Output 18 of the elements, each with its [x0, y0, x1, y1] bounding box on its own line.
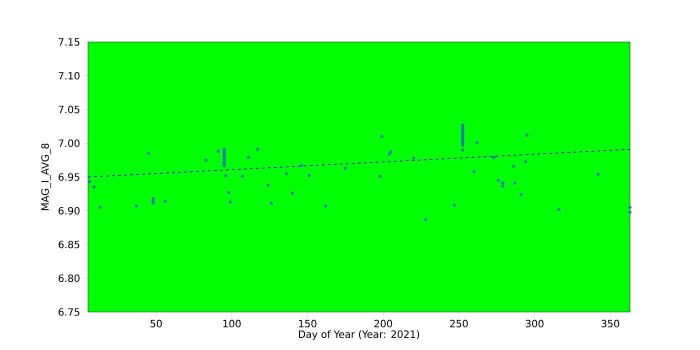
x-tick-label: 350	[602, 320, 620, 328]
x-tick-label: 50	[150, 320, 162, 328]
x-tick-label: 200	[374, 320, 392, 328]
x-tick-label: 300	[526, 320, 544, 328]
y-tick-label: 7.00	[58, 139, 80, 148]
y-tick-label: 6.90	[58, 206, 80, 215]
x-axis-title: Day of Year (Year: 2021)	[299, 330, 420, 340]
y-tick-label: 6.85	[58, 240, 80, 248]
y-tick-label: 7.10	[58, 72, 80, 80]
y-tick-label: 6.95	[58, 173, 80, 181]
y-tick-label: 7.15	[58, 38, 80, 46]
y-axis-title: MAG_I_AVG_8	[41, 144, 52, 210]
x-tick-label: 100	[223, 320, 241, 328]
x-tick-label: 150	[299, 320, 316, 328]
y-tick-label: 6.80	[58, 274, 80, 282]
y-tick-label: 7.05	[58, 106, 80, 114]
y-tick-label: 6.75	[58, 308, 80, 316]
x-tick-label: 250	[450, 320, 468, 328]
